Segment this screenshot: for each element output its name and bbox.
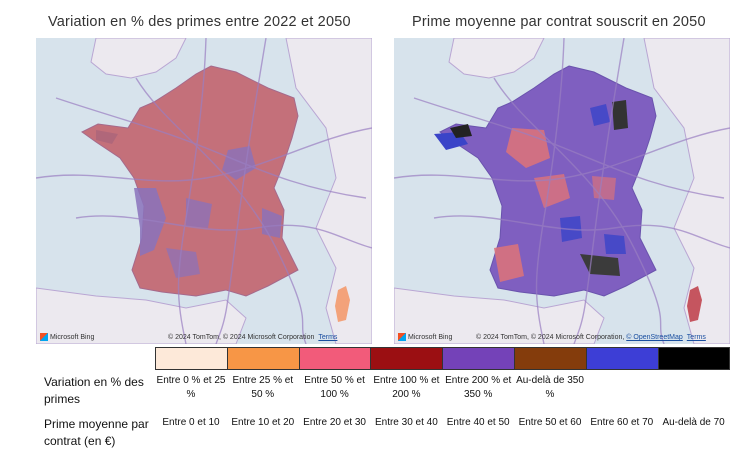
map-attribution-right: © 2024 TomTom, © 2024 Microsoft Corporat… — [476, 334, 706, 341]
legend-row1-label: Variation en % des primes — [44, 375, 144, 406]
attribution-text: © 2024 TomTom, © 2024 Microsoft Corporat… — [476, 334, 625, 341]
legend-premium-label: Entre 20 et 30 — [303, 417, 366, 428]
map-left-graphic — [36, 38, 372, 344]
legend-swatch — [657, 347, 731, 370]
legend-premium-label: Entre 40 et 50 — [446, 417, 510, 428]
legend-premium-label: Entre 60 et 70 — [590, 417, 654, 428]
legend-variation-label: Au-delà de 350 % — [516, 375, 584, 400]
legend-premium-label: Entre 0 et 10 — [162, 417, 220, 428]
legend-swatch — [514, 347, 587, 370]
map-right-graphic — [394, 38, 730, 344]
legend-variation-label: Entre 25 % et 50 % — [232, 375, 294, 400]
legend-swatch — [370, 347, 444, 370]
map-title-left: Variation en % des primes entre 2022 et … — [48, 14, 351, 30]
legend-variation-label: Entre 50 % et 100 % — [304, 375, 365, 400]
legend-premium-label: Au-delà de 70 — [662, 417, 725, 428]
legend-premium-label: Entre 50 et 60 — [518, 417, 582, 428]
osm-link[interactable]: © OpenStreetMap — [626, 334, 683, 341]
legend-swatch — [226, 347, 300, 370]
legend-variation-label: Entre 100 % et 200 % — [373, 375, 440, 400]
attribution-text: © 2024 TomTom, © 2024 Microsoft Corporat… — [168, 334, 315, 341]
legend-premium-label: Entre 10 et 20 — [231, 417, 295, 428]
legend-swatch — [155, 347, 228, 370]
legend-swatch — [442, 347, 515, 370]
map-right[interactable]: Microsoft Bing © 2024 TomTom, © 2024 Mic… — [394, 38, 730, 344]
bing-label: Microsoft Bing — [408, 333, 453, 341]
bing-logo-left: Microsoft Bing — [40, 333, 94, 341]
legend-variation-label: Entre 0 % et 25 % — [156, 375, 226, 400]
microsoft-logo-icon — [40, 333, 48, 341]
map-title-right: Prime moyenne par contrat souscrit en 20… — [412, 14, 706, 30]
microsoft-logo-icon — [398, 333, 406, 341]
map-attribution-left: © 2024 TomTom, © 2024 Microsoft Corporat… — [168, 334, 337, 341]
legend-swatch — [585, 347, 659, 370]
legend-row2-label: Prime moyenne par contrat (en €) — [44, 417, 149, 448]
bing-label: Microsoft Bing — [50, 333, 95, 341]
legend-swatch — [298, 347, 372, 370]
map-left[interactable]: Microsoft Bing © 2024 TomTom, © 2024 Mic… — [36, 38, 372, 344]
terms-link[interactable]: Terms — [686, 334, 706, 341]
legend-variation-label: Entre 200 % et 350 % — [445, 375, 512, 400]
legend-premium-label: Entre 30 et 40 — [374, 417, 438, 428]
bing-logo-right: Microsoft Bing — [398, 333, 452, 341]
terms-link[interactable]: Terms — [318, 334, 338, 341]
